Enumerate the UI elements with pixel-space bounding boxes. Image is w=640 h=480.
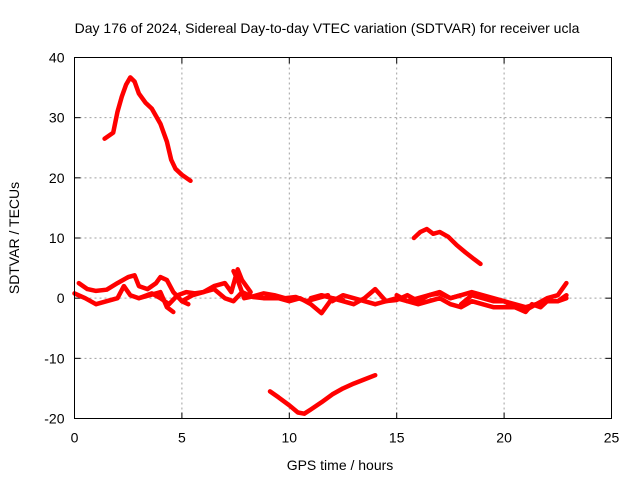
y-tick-label: 40 <box>49 50 65 66</box>
x-tick-label: 15 <box>389 430 405 446</box>
y-tick-label: 20 <box>49 170 65 186</box>
plot-frame <box>74 57 612 419</box>
series-line-arc-d <box>179 286 346 316</box>
y-tick-label: 10 <box>49 230 65 246</box>
x-axis-label: GPS time / hours <box>287 457 394 473</box>
series-line-arc-h <box>394 292 569 315</box>
series-line-arc-i <box>458 292 569 310</box>
series-line-arc-b <box>72 283 176 315</box>
series-line-arc-high-late <box>411 226 483 267</box>
y-tick-label: 0 <box>57 290 65 306</box>
x-tick-labels: 0 5 10 15 20 25 <box>71 430 620 446</box>
series-line-arc-low <box>267 372 378 416</box>
y-tick-label: -10 <box>44 350 64 366</box>
y-tick-label: -20 <box>44 411 64 427</box>
data-series <box>72 75 569 416</box>
y-axis-label: SDTVAR / TECUs <box>6 182 22 294</box>
x-tick-label: 10 <box>282 430 298 446</box>
x-tick-label: 20 <box>496 430 512 446</box>
series-line-arc-high-early <box>102 75 193 184</box>
x-tick-label: 5 <box>178 430 186 446</box>
y-tick-label: 30 <box>49 110 65 126</box>
series-line-arc-a <box>76 273 191 307</box>
x-tick-label: 25 <box>604 430 620 446</box>
y-tick-labels: -20 -10 0 10 20 30 40 <box>44 50 64 427</box>
chart-title: Day 176 of 2024, Sidereal Day-to-day VTE… <box>75 20 580 36</box>
x-tick-label: 0 <box>71 430 79 446</box>
grid <box>74 57 612 419</box>
